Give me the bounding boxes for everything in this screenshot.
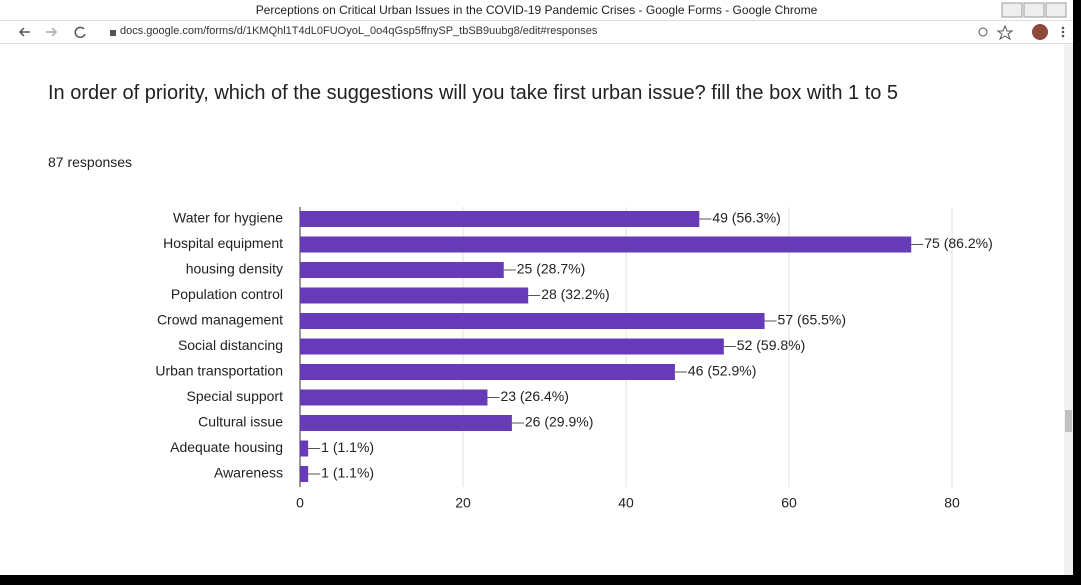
x-tick-label: 80 — [944, 495, 960, 511]
value-label: 52 (59.8%) — [737, 337, 805, 353]
value-label: 23 (26.4%) — [500, 388, 568, 404]
y-tick-label: Special support — [186, 388, 283, 404]
bar — [300, 364, 675, 380]
value-label: 46 (52.9%) — [688, 363, 756, 379]
bar — [300, 211, 700, 227]
y-tick-label: Urban transportation — [155, 363, 283, 379]
bar — [300, 287, 529, 304]
value-label: 25 (28.7%) — [517, 261, 585, 277]
toolbar-icons[interactable] — [975, 23, 1070, 41]
bar — [300, 338, 724, 355]
bar — [300, 236, 912, 253]
response-count: 87 responses — [48, 154, 133, 170]
browser-window: Perceptions on Critical Urban Issues in … — [0, 0, 1073, 575]
y-tick-label: housing density — [186, 261, 283, 277]
y-tick-label: Population control — [171, 286, 283, 302]
scroll-thumb[interactable] — [1065, 410, 1072, 432]
x-tick-label: 60 — [781, 495, 797, 511]
value-label: 26 (29.9%) — [525, 414, 593, 430]
nav-buttons[interactable] — [18, 24, 118, 40]
value-label: 1 (1.1%) — [321, 439, 374, 455]
title-bar: Perceptions on Critical Urban Issues in … — [0, 0, 1073, 21]
value-label: 28 (32.2%) — [541, 286, 609, 302]
bar — [300, 466, 309, 482]
y-tick-label: Hospital equipment — [163, 235, 283, 251]
bar — [300, 313, 765, 329]
scrollbar[interactable] — [1064, 44, 1073, 575]
y-tick-label: Awareness — [214, 465, 283, 481]
y-tick-label: Social distancing — [178, 337, 283, 353]
x-tick-label: 20 — [455, 495, 471, 511]
y-tick-label: Water for hygiene — [173, 210, 283, 226]
value-label: 75 (86.2%) — [924, 235, 992, 251]
question-title: In order of priority, which of the sugge… — [48, 82, 899, 104]
chart: 0 20 40 60 80 Water for hygiene 49 (56.3%) Hosp… — [155, 207, 993, 511]
x-tick-label: 40 — [618, 495, 634, 511]
url[interactable]: docs.google.com/forms/d/1KMQhl1T4dL0FUOy… — [120, 25, 598, 37]
y-tick-label: Cultural issue — [198, 414, 283, 430]
bar — [300, 262, 504, 278]
bar — [300, 389, 488, 406]
x-tick-label: 0 — [296, 495, 304, 511]
bar — [300, 440, 309, 457]
y-tick-label: Crowd management — [157, 312, 283, 328]
bar — [300, 415, 512, 431]
value-label: 1 (1.1%) — [321, 465, 374, 481]
address-bar: docs.google.com/forms/d/1KMQhl1T4dL0FUOy… — [0, 21, 1073, 44]
value-label: 49 (56.3%) — [712, 210, 780, 226]
window-controls[interactable] — [1000, 2, 1070, 18]
value-label: 57 (65.5%) — [778, 312, 846, 328]
y-tick-label: Adequate housing — [170, 439, 283, 455]
